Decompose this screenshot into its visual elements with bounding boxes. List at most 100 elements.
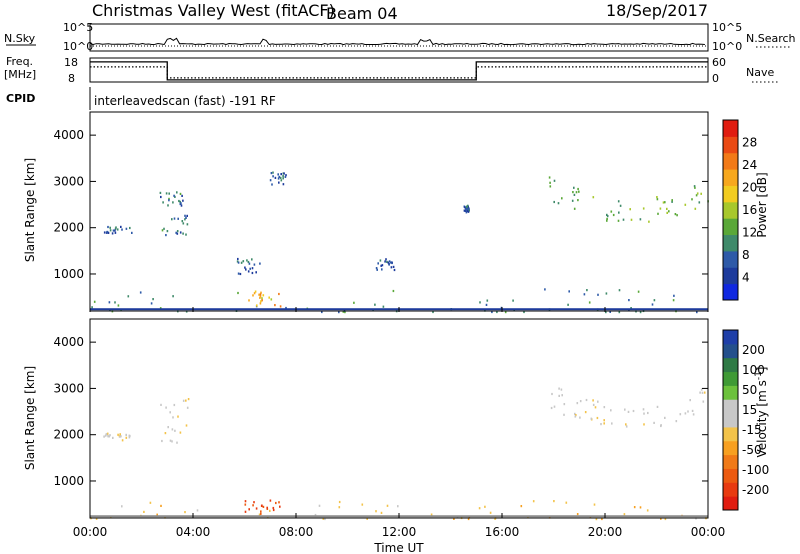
power-cell xyxy=(578,190,580,193)
power-cell xyxy=(91,306,93,309)
nave-label: Nave xyxy=(746,66,774,79)
power-cell xyxy=(184,214,186,217)
power-cell xyxy=(182,199,184,202)
x-tick-label: 08:00 xyxy=(279,525,314,539)
velocity-cell xyxy=(489,511,492,514)
velocity-cell xyxy=(575,414,577,417)
power-cell xyxy=(468,209,470,212)
velocity-cell xyxy=(625,423,627,426)
velocity-cell xyxy=(603,406,606,409)
velocity-cell xyxy=(375,510,377,513)
power-cell xyxy=(108,301,111,304)
velocity-cell xyxy=(590,417,593,420)
power-cell xyxy=(344,311,346,314)
velocity-cell xyxy=(244,500,247,503)
power-cell xyxy=(571,199,574,202)
colorbar-tick-label: 28 xyxy=(742,136,757,150)
velocity-cell xyxy=(576,513,579,516)
power-cell xyxy=(664,201,666,204)
power-cell xyxy=(466,210,469,213)
plot-title: Christmas Valley West (fitACF) xyxy=(92,1,335,20)
power-cell xyxy=(380,264,382,267)
power-cell xyxy=(618,311,621,314)
power-cell xyxy=(162,201,164,204)
power-cell xyxy=(575,191,578,194)
colorbar-swatch xyxy=(723,482,738,497)
power-cell xyxy=(321,310,323,314)
power-cell xyxy=(278,181,280,184)
velocity-cell xyxy=(185,424,188,427)
colorbar-swatch xyxy=(723,385,738,400)
colorbar-swatch xyxy=(723,496,738,511)
velocity-cell xyxy=(689,399,691,402)
power-cell xyxy=(168,199,170,202)
power-cell xyxy=(260,291,262,294)
power-cell xyxy=(186,223,189,226)
power-cell xyxy=(639,311,642,314)
velocity-colorbar-title: Velocity [m s-1] xyxy=(754,367,769,458)
x-tick-label: 12:00 xyxy=(382,525,417,539)
velocity-cell xyxy=(593,503,596,506)
velocity-cell xyxy=(167,426,169,429)
noise-tick-right-top: 10^5 xyxy=(712,21,742,34)
power-cell xyxy=(464,206,466,209)
power-cell xyxy=(523,310,525,314)
power-cell xyxy=(651,303,654,306)
velocity-cell xyxy=(105,433,108,436)
power-cell xyxy=(254,290,257,293)
velocity-cell xyxy=(467,517,470,521)
power-cell xyxy=(247,270,250,273)
velocity-cell xyxy=(160,403,162,406)
power-cell xyxy=(465,207,467,210)
power-cell xyxy=(618,289,621,292)
colorbar-swatch xyxy=(723,283,738,301)
velocity-cell xyxy=(627,410,630,413)
velocity-cell xyxy=(260,510,262,513)
velocity-colorbar-title-main: Velocity [m s xyxy=(755,380,769,457)
power-cell xyxy=(284,175,287,178)
power-cell xyxy=(261,297,263,300)
power-panel: 1000 2000 3000 4000 Slant Range [km] 4 8 12 16… xyxy=(23,111,769,314)
power-cell xyxy=(173,194,175,197)
velocity-cell xyxy=(338,500,341,504)
power-cell xyxy=(597,293,599,296)
velocity-cell xyxy=(160,504,162,507)
power-cell xyxy=(272,175,274,178)
power-cell xyxy=(656,196,658,199)
power-cell xyxy=(642,207,645,210)
power-cell xyxy=(282,177,284,180)
velocity-cell xyxy=(260,512,262,515)
power-cell xyxy=(259,262,261,265)
power-cell xyxy=(479,301,481,304)
velocity-cell xyxy=(244,503,247,506)
velocity-cell xyxy=(558,394,560,397)
velocity-cell xyxy=(643,412,645,415)
power-cell xyxy=(109,226,111,229)
y-tick-label: 2000 xyxy=(53,221,84,235)
power-cell xyxy=(268,296,270,299)
velocity-cell xyxy=(702,400,705,403)
velocity-cell xyxy=(275,501,277,505)
power-cell xyxy=(259,295,262,298)
velocity-cell xyxy=(107,435,109,438)
power-cell xyxy=(173,217,176,220)
power-cell xyxy=(491,310,493,314)
power-cell xyxy=(606,217,608,220)
velocity-cell xyxy=(314,513,317,517)
freq-unit: [MHz] xyxy=(4,68,36,81)
power-scatter xyxy=(90,171,709,314)
colorbar-swatch xyxy=(723,413,738,428)
power-cell xyxy=(117,304,120,307)
power-cell xyxy=(561,197,563,200)
velocity-cell xyxy=(576,402,579,405)
velocity-cell xyxy=(664,517,667,521)
velocity-colorbar: 200 100 50 15 -15 -50 -100 -200 xyxy=(722,329,769,511)
power-cell xyxy=(577,199,579,202)
velocity-cell xyxy=(699,391,701,394)
power-cell xyxy=(573,186,575,189)
velocity-cell xyxy=(553,405,556,408)
power-cell xyxy=(673,294,675,297)
colorbar-tick-label: 16 xyxy=(742,203,757,217)
velocity-cell xyxy=(120,435,122,438)
colorbar-tick-label: 200 xyxy=(742,343,765,357)
